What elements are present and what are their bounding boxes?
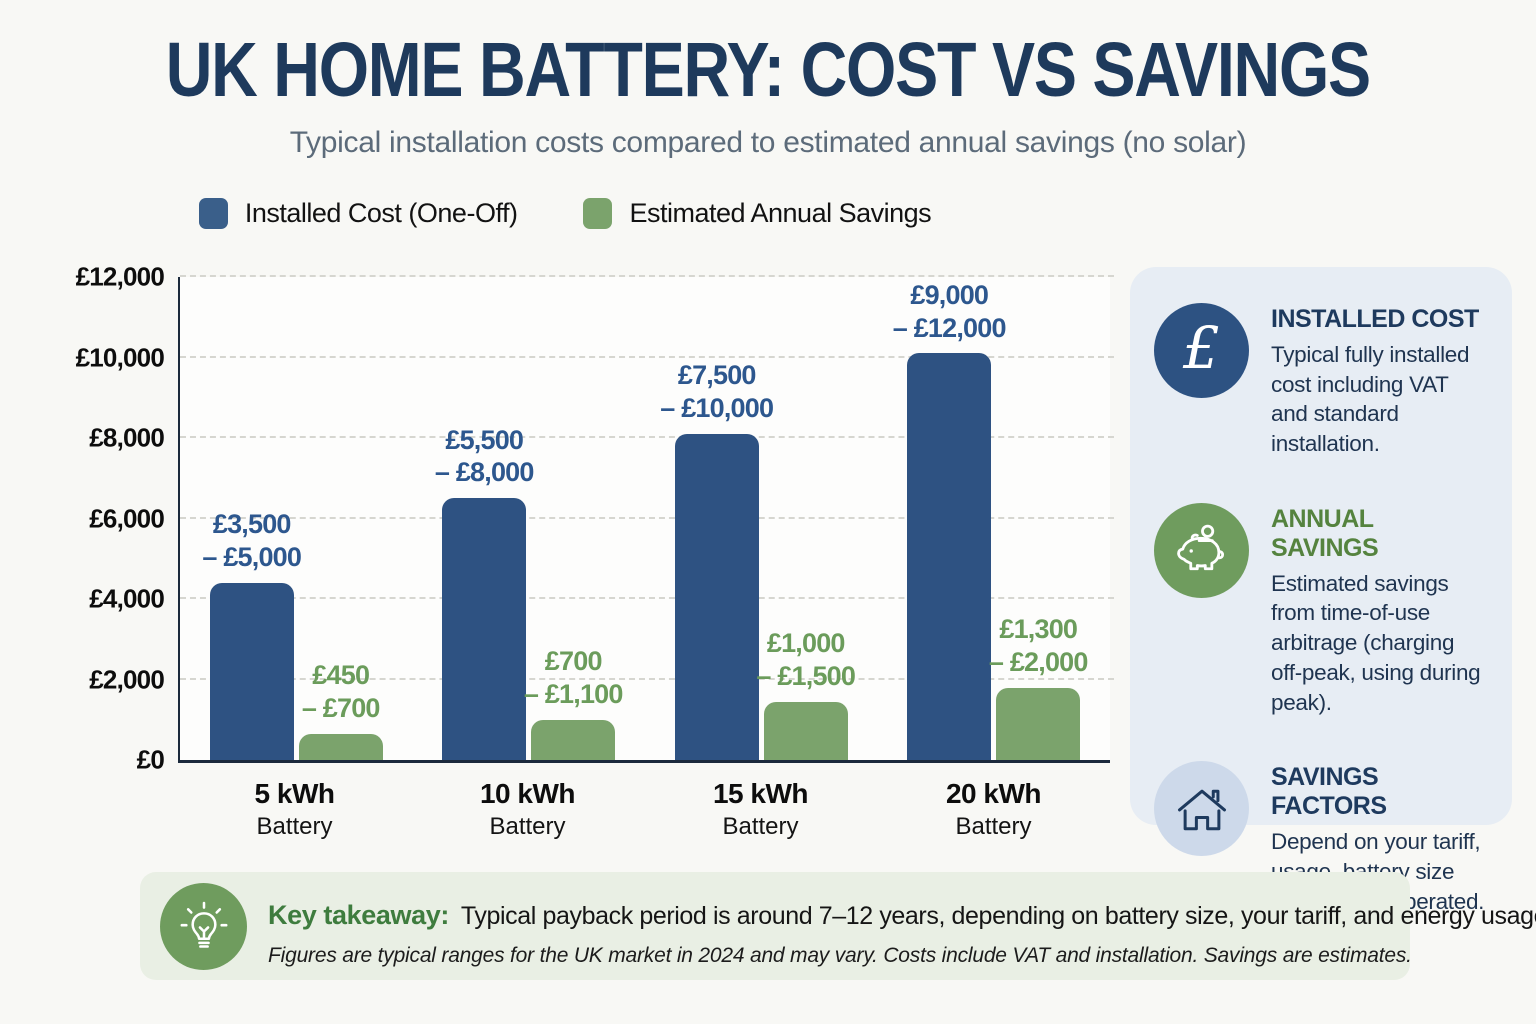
bar-range-label-line: – £12,000	[892, 312, 1007, 343]
installed-cost-bar-10-kwh	[442, 498, 527, 760]
takeaway-text: Key takeaway: Typical payback period is a…	[268, 900, 1536, 930]
bar-slot: £7,500– £10,000	[660, 277, 774, 760]
installed-cost-bar-15-kwh	[674, 433, 759, 760]
panel-item-annual-savings: ANNUAL SAVINGS Estimated savings from ti…	[1154, 502, 1486, 717]
category-label: 10 kWh	[479, 778, 576, 809]
bar-slot: £1,000– £1,500	[756, 277, 856, 760]
chart-legend: Installed Cost (One-Off) Estimated Annua…	[0, 198, 1130, 229]
bar-slot: £1,300– £2,000	[989, 277, 1088, 760]
annual-savings-bar-10-kwh	[531, 719, 616, 760]
category-sublabel: Battery	[722, 813, 799, 840]
legend-label: Installed Cost (One-Off)	[244, 198, 518, 228]
installed-cost-bar-20-kwh	[907, 353, 992, 760]
panel-heading: ANNUAL SAVINGS	[1271, 504, 1379, 562]
panel-body: Typical fully installed cost including V…	[1271, 342, 1470, 457]
bar-range-label-line: £9,000	[910, 279, 989, 310]
bar-groups: £3,500– £5,000 £450– £700 £5,500– £8,000 £7…	[180, 277, 1110, 760]
bar-range-label-line: – £2,000	[988, 646, 1089, 677]
house-icon	[1154, 761, 1249, 857]
bar-range-label-line: £1,300	[999, 613, 1078, 644]
page-title: UK HOME BATTERY: COST VS SAVINGS	[165, 27, 1372, 113]
bar-range-label: £1,300– £2,000	[988, 613, 1089, 679]
installed-cost-swatch-icon	[198, 198, 228, 229]
y-tick-label: £10,000	[75, 342, 165, 372]
bar-slot: £9,000– £12,000	[893, 277, 1007, 760]
panel-heading: INSTALLED COST	[1271, 305, 1479, 333]
legend-item-installed-cost: Installed Cost (One-Off)	[198, 198, 518, 229]
category-sublabel: Battery	[256, 813, 333, 840]
category-label: 15 kWh	[712, 778, 809, 809]
y-tick-label: £0	[136, 744, 165, 775]
gridline	[180, 677, 1114, 680]
takeaway-footnote: Figures are typical ranges for the UK ma…	[268, 944, 1412, 967]
gridline	[180, 436, 1114, 439]
page-subtitle: Typical installation costs compared to e…	[289, 126, 1247, 159]
y-tick-label: £6,000	[89, 503, 165, 533]
bar-slot: £5,500– £8,000	[435, 277, 534, 760]
y-tick-label: £8,000	[89, 422, 165, 453]
x-axis-label-10-kwh: 10 kWh Battery	[411, 778, 644, 841]
bar-range-label-line: £450	[312, 659, 370, 690]
panel-heading: SAVINGS FACTORS	[1271, 763, 1387, 821]
pound-icon: £	[1154, 303, 1249, 398]
panel-item-installed-cost: £ INSTALLED COST Typical fully installed…	[1154, 303, 1486, 459]
bar-range-label: £3,500– £5,000	[202, 508, 302, 574]
gridline	[180, 597, 1114, 600]
y-tick-label: £12,000	[75, 261, 165, 292]
bar-slot: £3,500– £5,000	[202, 277, 302, 760]
lightbulb-icon	[160, 883, 247, 970]
category-sublabel: Battery	[955, 813, 1032, 840]
x-axis-label-15-kwh: 15 kWh Battery	[644, 778, 877, 841]
bar-range-label-line: – £700	[301, 692, 381, 723]
bar-range-label-line: £3,500	[212, 509, 292, 540]
legend-label: Estimated Annual Savings	[629, 198, 932, 228]
bar-range-label-line: – £5,000	[202, 541, 302, 572]
bar-group-5-kwh: £3,500– £5,000 £450– £700	[180, 277, 413, 760]
piggy-bank-icon	[1154, 502, 1249, 598]
annual-savings-bar-5-kwh	[298, 733, 383, 760]
bar-range-label: £9,000– £12,000	[892, 279, 1007, 345]
annual-savings-swatch-icon	[583, 198, 613, 229]
bar-range-label-line: – £8,000	[434, 457, 535, 488]
annual-savings-bar-15-kwh	[763, 701, 848, 760]
key-takeaway-card: Key takeaway: Typical payback period is a…	[140, 872, 1536, 980]
bar-slot: £450– £700	[298, 277, 383, 760]
installed-cost-bar-5-kwh	[209, 582, 294, 760]
bar-range-label-line: – £1,500	[756, 660, 856, 691]
gridline	[180, 516, 1114, 519]
bar-range-label-line: £5,500	[445, 424, 524, 455]
bar-range-label: £7,500– £10,000	[660, 359, 774, 425]
x-axis-label-5-kwh: 5 kWh Battery	[178, 778, 411, 841]
legend-item-annual-savings: Estimated Annual Savings	[583, 198, 932, 229]
takeaway-label: Key takeaway:	[268, 900, 449, 930]
bar-group-15-kwh: £7,500– £10,000 £1,000– £1,500	[645, 277, 878, 760]
gridline	[180, 275, 1114, 277]
category-label: 20 kWh	[945, 778, 1042, 809]
x-axis-labels: 5 kWh Battery 10 kWh Battery 15 kWh Battery 20…	[178, 778, 1110, 841]
bar-range-label: £700– £1,100	[523, 645, 624, 711]
bar-slot: £700– £1,100	[524, 277, 623, 760]
plot-area: £0 £2,000 £4,000 £6,000 £8,000 £10,000 £12,000…	[76, 262, 1114, 775]
bar-range-label: £1,000– £1,500	[756, 627, 856, 693]
gridline	[180, 355, 1114, 358]
bar-group-20-kwh: £9,000– £12,000 £1,300– £2,000	[878, 277, 1111, 760]
bar-range-label: £5,500– £8,000	[434, 424, 535, 490]
bar-range-label-line: – £1,100	[523, 678, 624, 709]
category-sublabel: Battery	[489, 813, 566, 840]
bar-range-label: £450– £700	[301, 659, 381, 725]
annual-savings-bar-20-kwh	[996, 687, 1081, 760]
bar-range-label-line: £1,000	[766, 627, 846, 658]
category-label: 5 kWh	[254, 778, 335, 809]
bar-group-10-kwh: £5,500– £8,000 £700– £1,100	[413, 277, 646, 760]
bar-range-label-line: – £10,000	[660, 393, 774, 424]
x-axis-label-20-kwh: 20 kWh Battery	[877, 778, 1110, 841]
bar-range-label-line: £700	[544, 645, 603, 676]
panel-body: Estimated savings from time-of-use arbit…	[1271, 570, 1481, 715]
y-tick-label: £2,000	[89, 664, 165, 695]
info-side-panel: £ INSTALLED COST Typical fully installed…	[1130, 267, 1512, 914]
y-tick-label: £4,000	[89, 583, 165, 614]
bar-range-label-line: £7,500	[677, 360, 757, 391]
